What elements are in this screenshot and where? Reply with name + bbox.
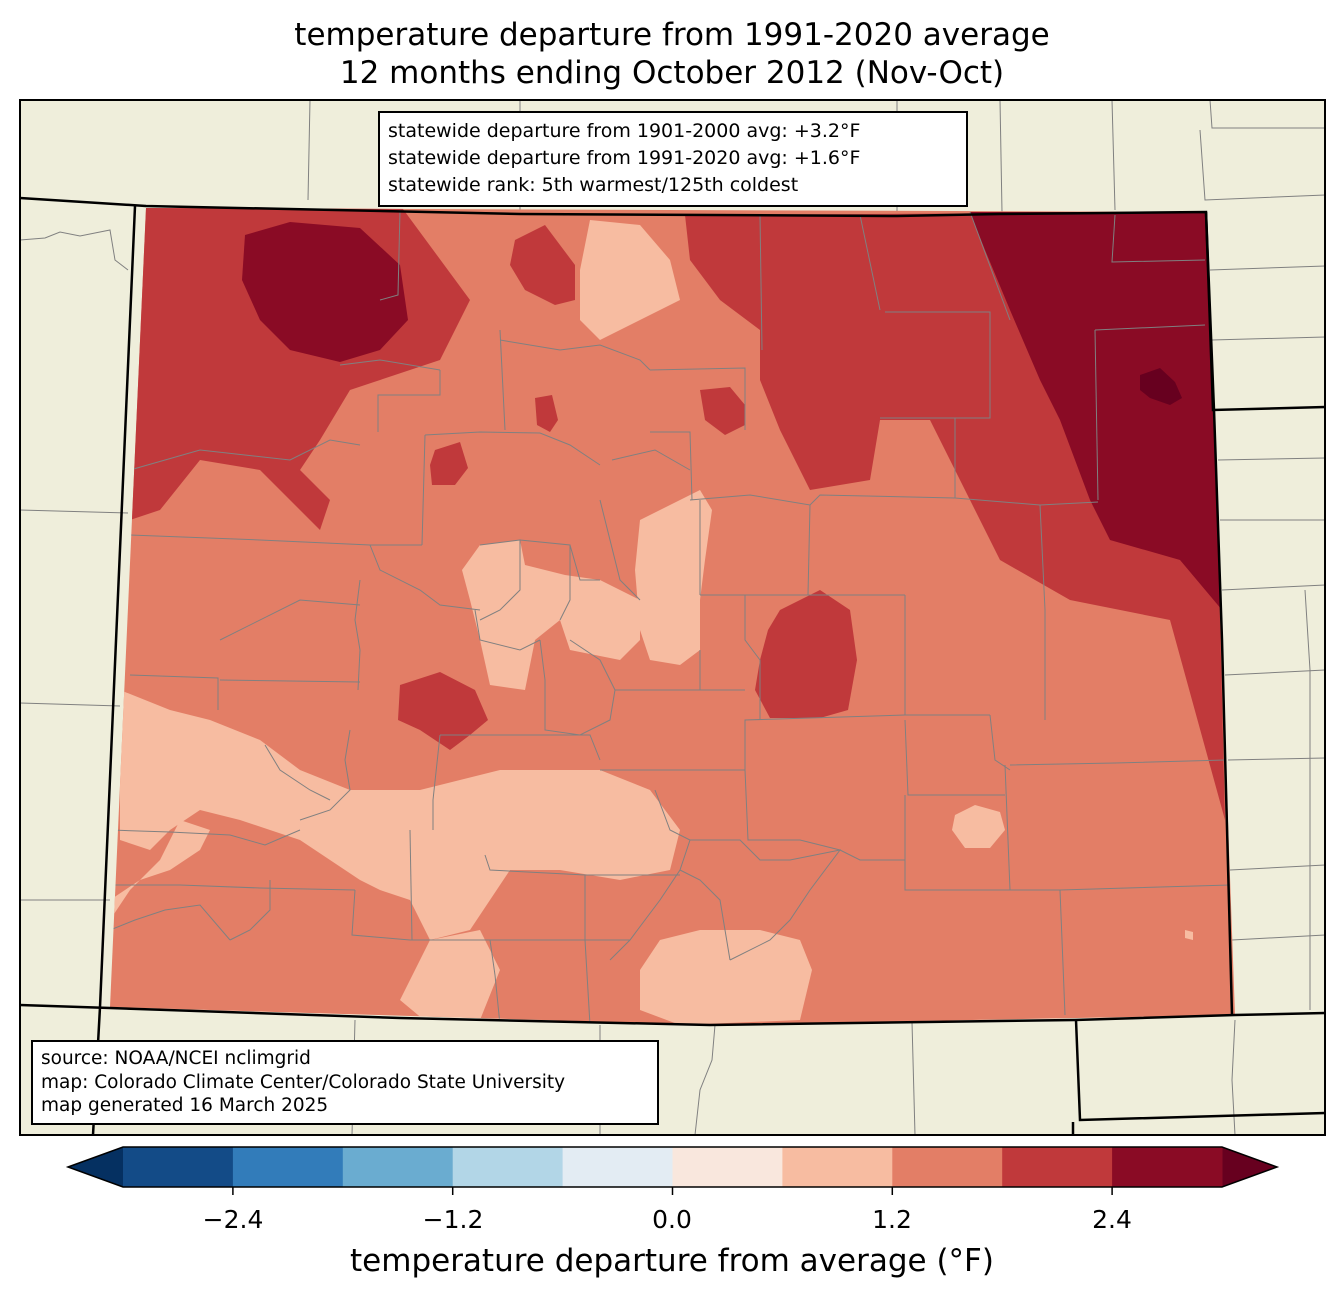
- colorbar-over-triangle: [1222, 1147, 1277, 1187]
- colorbar-under-triangle: [68, 1147, 123, 1187]
- colorbar-tick-label: −1.2: [422, 1205, 484, 1234]
- colorado-county-lines: [110, 209, 1231, 1025]
- map-frame: [19, 99, 1326, 1136]
- credits-map-author: map: Colorado Climate Center/Colorado St…: [41, 1071, 566, 1093]
- map-title-line-2: 12 months ending October 2012 (Nov-Oct): [339, 55, 1005, 91]
- stats-departure-1901-2000: statewide departure from 1901-2000 avg: …: [388, 120, 861, 142]
- colorbar-tick-label: 2.4: [1092, 1205, 1132, 1234]
- credits-generated-date: map generated 16 March 2025: [41, 1095, 329, 1116]
- credits-source: source: NOAA/NCEI nclimgrid: [41, 1048, 311, 1069]
- map-title-line-1: temperature departure from 1991-2020 ave…: [294, 17, 1050, 53]
- colorbar-tick-label: 0.0: [652, 1205, 692, 1234]
- colorbar-label: temperature departure from average (°F): [350, 1243, 994, 1279]
- colorbar-bin: [232, 1147, 344, 1187]
- stats-rank: statewide rank: 5th warmest/125th coldes…: [388, 174, 799, 196]
- state-boundaries: [20, 196, 1325, 1135]
- colorbar-bin: [123, 1147, 234, 1187]
- colorbar-bin: [342, 1147, 454, 1187]
- colorbar-tick-label: 1.2: [872, 1205, 912, 1234]
- colorado-departure-field: [110, 208, 1235, 1025]
- statewide-stats-box: statewide departure from 1901-2000 avg: …: [378, 111, 968, 207]
- colorbar-bin: [1002, 1147, 1113, 1187]
- colorbar-bin: [562, 1147, 673, 1187]
- colorbar-outline: [65, 1146, 1280, 1188]
- colorbar-bin: [892, 1147, 1003, 1187]
- colorbar-bin: [782, 1147, 893, 1187]
- credits-box: source: NOAA/NCEI nclimgrid map: Colorad…: [31, 1040, 659, 1125]
- stats-departure-1991-2020: statewide departure from 1991-2020 avg: …: [388, 147, 861, 169]
- colorbar-tick-label: −2.4: [202, 1205, 264, 1234]
- colorbar-bin: [672, 1147, 783, 1187]
- colorbar-bin: [452, 1147, 564, 1187]
- colorbar-bin: [1112, 1147, 1223, 1187]
